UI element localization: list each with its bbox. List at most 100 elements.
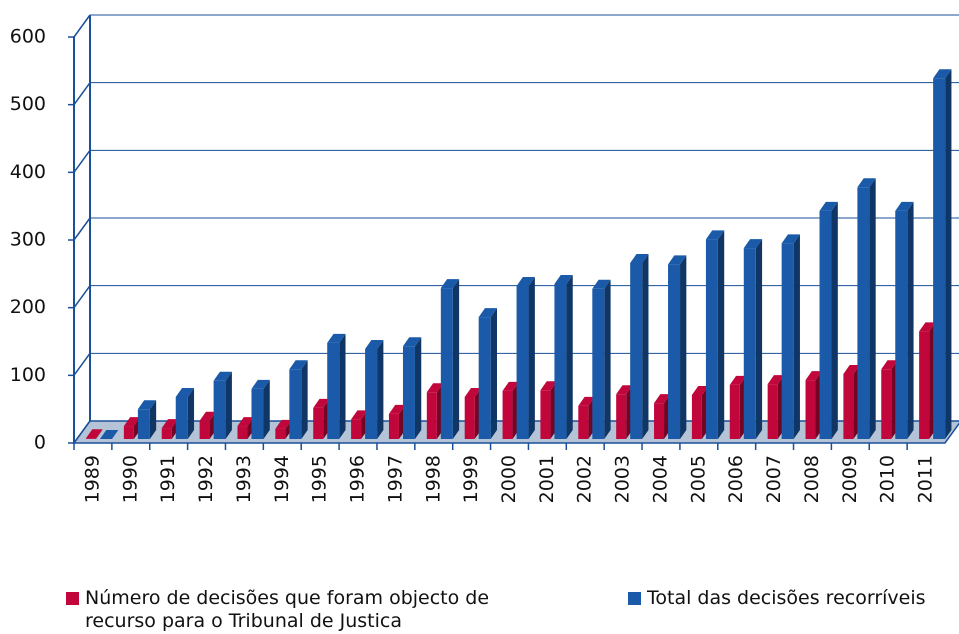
bar-top (327, 333, 346, 343)
bar-top (365, 339, 384, 349)
bar-front (881, 369, 892, 439)
bar-side (149, 400, 157, 439)
bar-top (805, 371, 822, 381)
depth-line (73, 285, 91, 309)
bar (540, 381, 557, 439)
bar-side (680, 255, 687, 439)
bar-front (199, 420, 210, 439)
bar (426, 383, 444, 439)
bar (630, 254, 649, 439)
bar-side (414, 337, 422, 439)
bar-front (327, 342, 340, 439)
x-tick-label: 2010 (877, 455, 899, 503)
bar (213, 371, 232, 439)
bar-front (213, 380, 226, 439)
bar-front (843, 374, 854, 439)
bar-top (857, 178, 876, 188)
y-tick-label: 500 (10, 93, 46, 115)
bar-top (175, 388, 195, 398)
x-tick-label: 1992 (195, 455, 217, 503)
bar-top (592, 279, 611, 289)
bar-top (743, 239, 763, 249)
x-tick-label: 1994 (271, 455, 293, 503)
bar-top (919, 322, 936, 332)
bar-front (895, 210, 908, 439)
y-tick-label: 200 (10, 296, 46, 318)
bar-front (388, 413, 399, 439)
bar-top (251, 379, 270, 389)
legend-swatch (66, 592, 79, 605)
x-tick-label: 2001 (536, 455, 558, 503)
bar-top (351, 410, 368, 420)
bar-side (831, 201, 838, 439)
bar (819, 201, 838, 439)
x-tick-label: 2006 (725, 455, 747, 503)
y-tick-label: 100 (10, 364, 46, 386)
bar-front (440, 288, 453, 439)
x-tick-label: 1996 (347, 455, 369, 503)
bar-front (781, 243, 794, 439)
bar (100, 429, 119, 439)
bar (175, 388, 195, 439)
bar-side (604, 279, 611, 439)
bar-top (123, 417, 141, 427)
bar-top (729, 375, 747, 385)
bar-front (819, 210, 832, 439)
x-tick-label: 1989 (81, 455, 103, 503)
bar-side (112, 429, 119, 439)
bar-top (668, 255, 687, 265)
x-tick-label: 2008 (801, 455, 823, 503)
y-tick-label: 0 (34, 432, 46, 454)
bar-top (161, 419, 179, 429)
bar (881, 360, 898, 439)
bar-top (478, 308, 497, 318)
bar-top (781, 234, 800, 244)
x-tick-label: 1995 (309, 455, 331, 503)
bar-top (100, 429, 119, 439)
bar (592, 279, 611, 439)
bar (478, 308, 497, 439)
bar-front (933, 78, 946, 439)
bar-top (895, 201, 914, 211)
bar-top (502, 381, 519, 391)
bar-front (516, 286, 529, 439)
bar-front (630, 263, 643, 439)
bar-side (96, 429, 103, 439)
bar-front (402, 346, 415, 439)
bar-top (289, 360, 308, 370)
bar-front (275, 428, 286, 439)
bar-top (199, 411, 216, 421)
depth-line (73, 149, 91, 173)
bar-side (642, 254, 649, 439)
bar (919, 322, 936, 439)
bar (327, 333, 346, 439)
bar (578, 396, 595, 439)
bar (805, 371, 822, 439)
bar-side (263, 379, 270, 439)
bar-front (919, 331, 930, 439)
bar-side (301, 360, 308, 439)
bar-side (869, 178, 876, 439)
bar-front (123, 426, 134, 439)
bar (137, 400, 157, 439)
x-tick-label: 1997 (384, 455, 406, 503)
bar (743, 239, 763, 439)
bar-top (540, 381, 557, 391)
bar-side (452, 279, 460, 439)
bar-front (616, 394, 627, 439)
bar-front (175, 397, 188, 439)
bar-top (843, 365, 860, 375)
bar (781, 234, 800, 439)
legend-label: Número de decisões que foram objecto de … (85, 587, 490, 632)
bar-top (554, 275, 573, 285)
bar-front (161, 428, 172, 439)
y-tick-label: 300 (10, 229, 46, 251)
x-tick-label: 2003 (612, 455, 634, 503)
bar (464, 388, 481, 439)
bar-side (225, 371, 232, 439)
bar (857, 178, 876, 439)
bar-side (339, 333, 346, 439)
bar-top (933, 69, 952, 79)
bar-front (592, 288, 605, 439)
bar-top (275, 419, 292, 429)
